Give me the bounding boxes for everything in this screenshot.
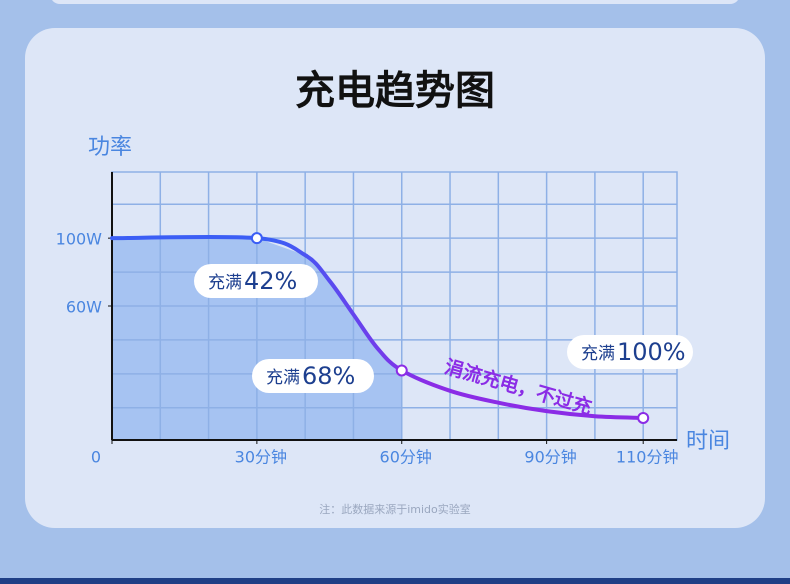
callout-value: 68% <box>302 362 355 390</box>
x-tick-label: 110分钟 <box>616 448 679 467</box>
top-card-edge <box>52 0 738 4</box>
x-axis-label: 时间 <box>686 429 730 454</box>
y-tick-label: 60W <box>66 298 102 317</box>
y-axis-label: 功率 <box>88 135 132 160</box>
callout-text: 充满 <box>581 344 615 364</box>
x-tick-label: 60分钟 <box>380 448 432 467</box>
callout-bubble <box>194 264 318 298</box>
callout-value: 42% <box>244 267 297 295</box>
callout-value: 100% <box>617 338 686 366</box>
y-tick-label: 100W <box>56 230 103 249</box>
point-marker <box>395 364 408 377</box>
bottom-bar <box>0 578 790 584</box>
x-tick-label: 90分钟 <box>524 448 576 467</box>
callout-bubble <box>252 359 374 393</box>
callout-bubble <box>567 335 693 369</box>
point-marker <box>637 411 650 424</box>
callout-text: 充满 <box>266 368 300 388</box>
x-tick-label: 0 <box>91 448 101 467</box>
line <box>110 234 646 420</box>
chart-title: 充电趋势图 <box>295 68 495 114</box>
point-marker <box>250 232 263 245</box>
callout-text: 充满 <box>208 273 242 293</box>
x-tick-label: 30分钟 <box>235 448 287 467</box>
footnote: 注：此数据来源于imido实验室 <box>319 502 471 516</box>
